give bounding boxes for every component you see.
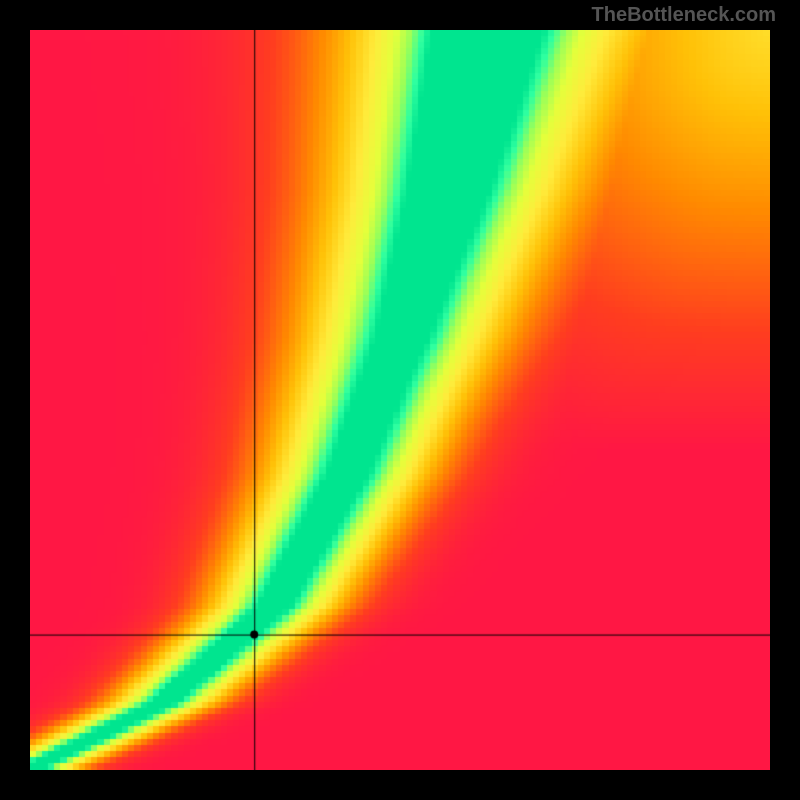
bottleneck-heatmap xyxy=(30,30,770,770)
chart-frame: TheBottleneck.com xyxy=(0,0,800,800)
heatmap-canvas-wrap xyxy=(30,30,770,770)
watermark-text: TheBottleneck.com xyxy=(592,4,776,27)
